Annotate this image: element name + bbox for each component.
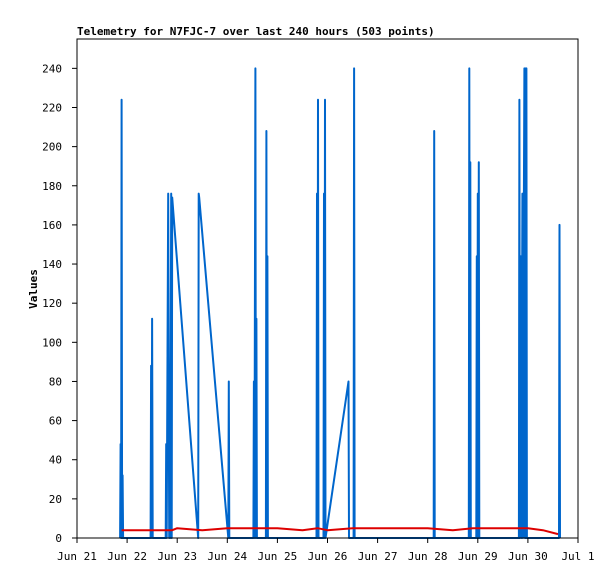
y-tick-label: 200	[42, 141, 62, 154]
y-tick-label: 40	[49, 454, 62, 467]
x-axis: Jun 21 Jun 22 Jun 23 Jun 24 Jun 25 Jun 26 Jun …	[57, 538, 595, 563]
x-tick-label: Jun 24	[207, 550, 247, 563]
x-tick-label: Jun 26	[308, 550, 348, 563]
x-tick-label: Jun 27	[358, 550, 398, 563]
series-line-2	[121, 527, 559, 536]
y-tick-label: 140	[42, 258, 62, 271]
x-tick-label: Jun 29	[458, 550, 498, 563]
y-axis: 0 20 40 60 80 100 120 140 160 180 200 220 240	[42, 62, 77, 545]
x-tick-label: Jun 28	[408, 550, 448, 563]
chart-title: Telemetry for N7FJC-7 over last 240 hour…	[77, 25, 435, 38]
x-tick-label: Jun 23	[157, 550, 197, 563]
x-tick-label: Jul 1	[561, 550, 594, 563]
y-tick-label: 80	[49, 375, 62, 388]
y-tick-label: 120	[42, 297, 62, 310]
x-tick-label: Jun 22	[107, 550, 147, 563]
y-tick-label: 160	[42, 219, 62, 232]
series-line-1	[119, 67, 561, 539]
y-tick-label: 220	[42, 101, 62, 114]
x-tick-label: Jun 30	[508, 550, 548, 563]
y-tick-label: 20	[49, 493, 62, 506]
series-layer	[119, 67, 561, 539]
y-tick-label: 60	[49, 415, 62, 428]
y-tick-label: 0	[55, 532, 62, 545]
y-tick-label: 240	[42, 62, 62, 75]
y-axis-title: Values	[27, 269, 40, 309]
y-tick-label: 180	[42, 180, 62, 193]
y-tick-label: 100	[42, 336, 62, 349]
x-tick-label: Jun 25	[258, 550, 298, 563]
x-tick-label: Jun 21	[57, 550, 97, 563]
